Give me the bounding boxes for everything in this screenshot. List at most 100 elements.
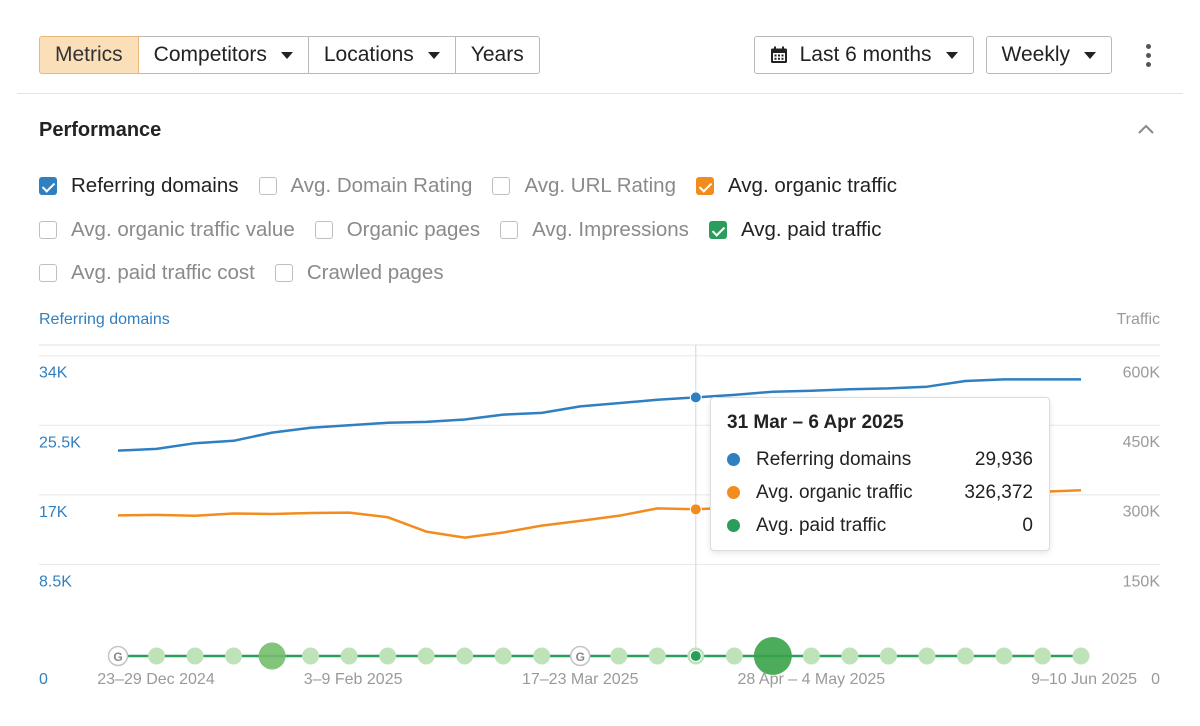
event-marker [533,647,551,665]
hover-point [689,503,702,516]
metric-label: Crawled pages [306,261,444,284]
caret-down-icon [280,51,293,59]
kebab-menu-icon[interactable] [1136,37,1160,73]
y-tick-right: 450K [1123,434,1161,451]
granularity-dropdown[interactable]: Weekly [985,36,1112,74]
event-marker [879,647,897,665]
metric-label: Avg. paid traffic [740,218,882,241]
chart-tooltip: 31 Mar – 6 Apr 2025 Referring domains 29,… [710,397,1050,551]
event-marker [379,647,397,665]
tooltip-row: Avg. organic traffic 326,372 [727,476,1033,509]
checkbox[interactable] [274,264,293,282]
y-tick-left: 34K [39,365,68,382]
metric-label: Avg. organic traffic [728,174,898,197]
event-marker [417,647,435,665]
metric-organic-pages[interactable]: Organic pages [314,218,481,242]
tooltip-series-value: 326,372 [964,481,1033,503]
y-tick-right: 0 [1151,671,1160,688]
caret-down-icon [945,51,958,59]
checkbox[interactable] [258,177,277,195]
metrics-row-3: Avg. paid traffic cost Crawled pages [39,261,464,285]
event-marker [186,647,204,665]
event-marker [456,647,474,665]
tab-locations[interactable]: Locations [308,36,456,74]
y-axis-left-title: Referring domains [39,311,170,328]
checkbox[interactable] [314,221,333,239]
caret-down-icon [427,51,440,59]
y-axis-right-title: Traffic [1116,311,1160,328]
metric-label: Referring domains [71,174,239,197]
chevron-up-icon[interactable] [1137,122,1155,136]
event-marker [1033,647,1051,665]
metric-avg-impressions[interactable]: Avg. Impressions [500,218,689,242]
google-update-marker [569,645,591,667]
event-marker [610,647,628,665]
metric-avg-url-rating[interactable]: Avg. URL Rating [492,174,676,198]
y-tick-left: 25.5K [39,434,81,451]
tab-competitors[interactable]: Competitors [138,36,309,74]
y-tick-right: 150K [1123,573,1161,590]
series-dot-icon [727,486,740,499]
metric-avg-paid-traffic-cost[interactable]: Avg. paid traffic cost [39,261,255,285]
calendar-icon [770,46,787,63]
event-marker [1072,647,1090,665]
metrics-row-2: Avg. organic traffic value Organic pages… [39,218,902,242]
tab-locations-label: Locations [323,43,414,66]
tab-metrics-label: Metrics [55,43,123,66]
series-dot-icon [727,453,740,466]
x-tick-label: 28 Apr – 4 May 2025 [738,671,886,688]
tooltip-series-value: 0 [1022,514,1033,536]
tooltip-series-name: Referring domains [756,448,912,470]
metric-crawled-pages[interactable]: Crawled pages [274,261,444,285]
checkbox[interactable] [39,264,57,282]
tab-metrics[interactable]: Metrics [39,36,139,74]
event-marker [725,647,743,665]
metric-avg-paid-traffic[interactable]: Avg. paid traffic [708,218,882,242]
tooltip-series-name: Avg. paid traffic [756,514,887,536]
event-marker [148,647,166,665]
hover-point [689,391,702,404]
metric-referring-domains[interactable]: Referring domains [39,174,239,198]
date-range-label: Last 6 months [799,43,932,66]
caret-down-icon [1084,51,1096,59]
tooltip-row: Avg. paid traffic 0 [727,509,1033,542]
tooltip-series-value: 29,936 [974,448,1033,470]
x-tick-label: 3–9 Feb 2025 [304,671,403,688]
metrics-row-1: Referring domains Avg. Domain Rating Avg… [39,174,917,198]
granularity-label: Weekly [1001,43,1070,66]
checkbox[interactable] [500,221,519,239]
checkbox[interactable] [708,221,727,239]
google-update-label: G [576,650,585,664]
metric-label: Organic pages [346,218,481,241]
checkbox[interactable] [492,177,511,195]
checkbox[interactable] [696,177,714,195]
y-tick-left: 0 [39,671,48,688]
series-line-referring-domains [117,378,1081,452]
x-tick-label: 23–29 Dec 2024 [97,671,215,688]
performance-chart[interactable]: 0 8.5K 17K 25.5K 34K 0 150K 300K 450K 600K 23–29 D… [0,300,1200,720]
event-marker [648,647,666,665]
metric-avg-domain-rating[interactable]: Avg. Domain Rating [258,174,473,198]
tooltip-series-name: Avg. organic traffic [756,481,913,503]
metric-avg-organic-traffic[interactable]: Avg. organic traffic [696,174,897,198]
tooltip-row: Referring domains 29,936 [727,443,1033,476]
event-marker [956,647,974,665]
y-tick-right: 600K [1123,364,1161,381]
tab-years[interactable]: Years [455,36,540,74]
date-range-dropdown[interactable]: Last 6 months [753,36,974,74]
google-update-marker [107,645,129,667]
metric-avg-organic-traffic-value[interactable]: Avg. organic traffic value [39,218,295,242]
y-tick-right: 300K [1123,504,1161,521]
metric-label: Avg. Impressions [532,218,689,241]
event-marker [802,647,820,665]
tooltip-title: 31 Mar – 6 Apr 2025 [727,412,904,433]
y-tick-left: 8.5K [39,573,72,590]
toolbar-divider [17,93,1183,94]
x-tick-label: 9–10 Jun 2025 [1031,671,1137,688]
google-update-label: G [113,650,122,664]
metric-label: Avg. Domain Rating [290,174,473,197]
event-marker [258,642,286,670]
hover-point [689,650,702,662]
checkbox[interactable] [39,221,57,239]
checkbox[interactable] [39,177,57,195]
